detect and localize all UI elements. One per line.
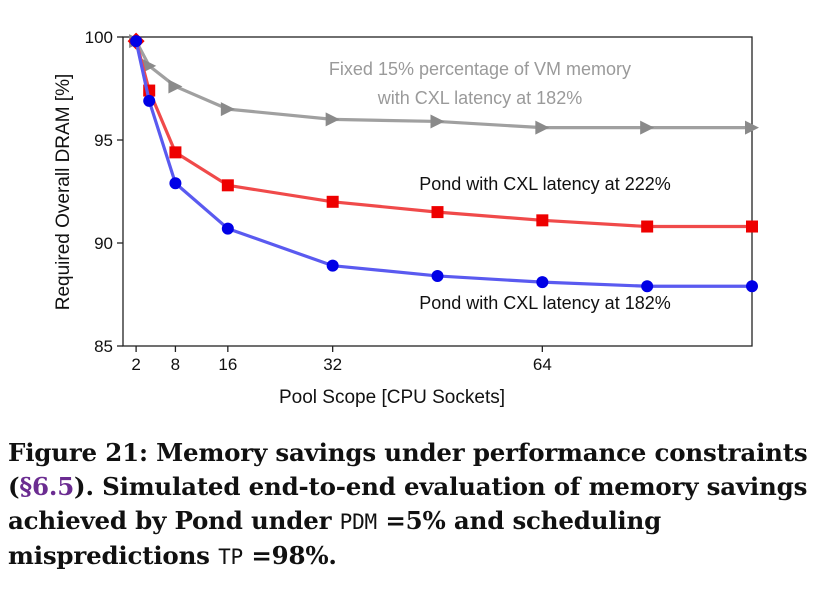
data-point-square [221, 179, 234, 192]
data-point-circle [431, 269, 444, 282]
data-point-triangle [640, 120, 655, 135]
data-point-square [169, 146, 182, 159]
series-line [134, 40, 752, 130]
y-axis: 85 90 95 100 [85, 28, 123, 356]
y-tick-label: 85 [94, 337, 113, 356]
annotation-red: Pond with CXL latency at 222% [419, 174, 670, 194]
caption-code-pdm: PDM [339, 510, 378, 534]
data-point-triangle [142, 58, 157, 73]
x-tick-label: 64 [533, 355, 552, 374]
data-point-circle [536, 276, 549, 289]
chart: 85 90 95 100 2 8 16 32 64 Pool Scope [CPU Socke… [53, 28, 759, 408]
plot-area-border [122, 36, 753, 347]
series-2 [127, 32, 758, 233]
data-point-triangle [220, 102, 235, 117]
caption-mid: ). Simulated end-to-end evaluation of me… [8, 472, 808, 535]
section-reference-link[interactable]: §6.5 [19, 472, 75, 501]
data-point-circle [143, 94, 156, 107]
y-axis-label: Required Overall DRAM [%] [53, 74, 74, 311]
x-tick-label: 8 [171, 355, 180, 374]
data-point-triangle [745, 120, 759, 135]
data-point-square [431, 206, 444, 219]
annotation-gray-line2: with CXL latency at 182% [377, 88, 582, 108]
data-point-circle [130, 35, 143, 48]
series-1 [129, 34, 759, 135]
data-point-square [326, 195, 339, 208]
x-axis: 2 8 16 32 64 [131, 346, 552, 374]
data-point-circle [326, 259, 339, 272]
series-layer [127, 32, 759, 293]
y-tick-label: 100 [85, 28, 113, 47]
data-point-square [536, 214, 549, 227]
series-3 [130, 35, 758, 293]
data-point-circle [641, 280, 654, 293]
caption-suffix: =98%. [243, 541, 337, 570]
caption-prefix: Figure 21: Memory savings under performa… [8, 438, 808, 501]
annotation-gray-line1: Fixed 15% percentage of VM memory [329, 59, 631, 79]
data-point-square [746, 220, 758, 233]
data-point-square [641, 220, 654, 233]
x-tick-label: 32 [323, 355, 342, 374]
data-point-circle [169, 177, 182, 190]
x-tick-label: 16 [218, 355, 237, 374]
data-point-triangle [535, 120, 550, 135]
figure-caption: Figure 21: Memory savings under performa… [8, 436, 823, 574]
data-point-circle [746, 280, 758, 293]
data-point-triangle [430, 114, 445, 129]
annotation-blue: Pond with CXL latency at 182% [419, 293, 670, 313]
data-point-triangle [325, 112, 340, 127]
x-tick-label: 2 [131, 355, 140, 374]
plot-frame [122, 36, 753, 347]
y-tick-label: 95 [94, 131, 113, 150]
data-point-circle [221, 222, 234, 235]
data-point-triangle [168, 79, 183, 94]
caption-mid2: =5% and scheduling mispredictions [8, 506, 662, 570]
x-axis-label: Pool Scope [CPU Sockets] [279, 387, 505, 408]
y-tick-label: 90 [94, 234, 113, 253]
caption-code-tp: TP [218, 545, 243, 569]
